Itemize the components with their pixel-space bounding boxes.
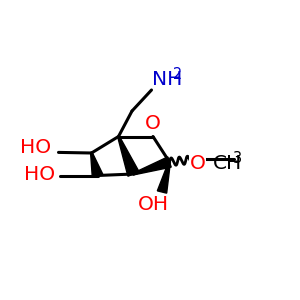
- Text: HO: HO: [24, 164, 55, 184]
- Polygon shape: [118, 136, 139, 176]
- Text: O: O: [145, 114, 161, 133]
- Text: 3: 3: [233, 151, 242, 166]
- Text: O: O: [190, 154, 205, 173]
- Text: OH: OH: [137, 194, 169, 214]
- Text: 2: 2: [173, 67, 183, 82]
- Polygon shape: [133, 157, 171, 175]
- Text: NH: NH: [152, 70, 182, 89]
- Polygon shape: [157, 162, 170, 193]
- Text: CH: CH: [213, 154, 242, 173]
- Polygon shape: [91, 153, 103, 177]
- Text: HO: HO: [20, 138, 51, 157]
